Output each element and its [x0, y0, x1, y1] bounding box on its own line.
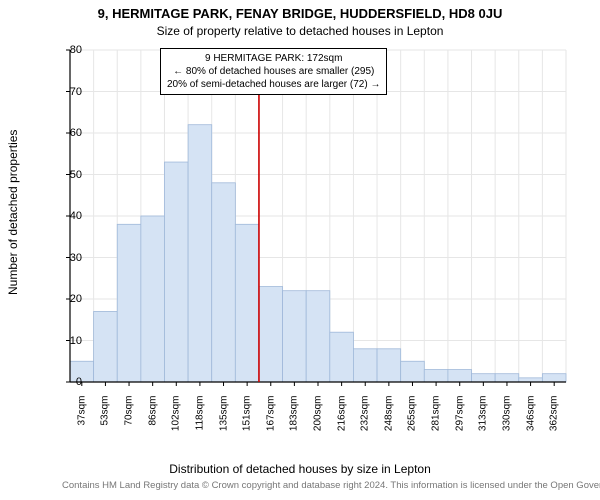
x-tick-label: 346sqm — [525, 396, 536, 436]
x-tick-label: 183sqm — [289, 396, 300, 436]
x-tick-label: 151sqm — [242, 396, 253, 436]
info-line-size: 9 HERMITAGE PARK: 172sqm — [167, 52, 380, 65]
y-tick-label: 70 — [52, 86, 82, 98]
y-tick-label: 60 — [52, 127, 82, 139]
histogram-bar — [235, 224, 259, 382]
x-tick-label: 53sqm — [100, 396, 111, 436]
histogram-plot — [62, 46, 574, 416]
x-tick-label: 70sqm — [124, 396, 135, 436]
y-tick-label: 0 — [52, 376, 82, 388]
histogram-bar — [353, 349, 377, 382]
y-tick-label: 50 — [52, 169, 82, 181]
x-tick-label: 281sqm — [431, 396, 442, 436]
y-tick-label: 80 — [52, 44, 82, 56]
x-tick-label: 232sqm — [360, 396, 371, 436]
histogram-bar — [283, 291, 307, 382]
histogram-bar — [188, 125, 212, 382]
x-tick-label: 362sqm — [549, 396, 560, 436]
histogram-bar — [117, 224, 141, 382]
x-tick-label: 297sqm — [454, 396, 465, 436]
histogram-bar — [424, 370, 448, 382]
x-tick-label: 37sqm — [76, 396, 87, 436]
histogram-bar — [519, 378, 543, 382]
x-tick-label: 102sqm — [171, 396, 182, 436]
y-tick-label: 40 — [52, 210, 82, 222]
histogram-bar — [472, 374, 496, 382]
histogram-bar — [495, 374, 519, 382]
histogram-bar — [212, 183, 236, 382]
histogram-bar — [164, 162, 188, 382]
x-axis-label: Distribution of detached houses by size … — [0, 462, 600, 476]
histogram-bar — [330, 332, 354, 382]
x-tick-label: 330sqm — [501, 396, 512, 436]
x-tick-label: 86sqm — [147, 396, 158, 436]
property-info-box: 9 HERMITAGE PARK: 172sqm← 80% of detache… — [160, 48, 387, 95]
x-tick-label: 248sqm — [383, 396, 394, 436]
histogram-bar — [377, 349, 401, 382]
info-line-smaller: ← 80% of detached houses are smaller (29… — [167, 65, 380, 78]
histogram-bar — [306, 291, 330, 382]
histogram-bar — [259, 287, 283, 382]
x-tick-label: 313sqm — [478, 396, 489, 436]
y-axis-label: Number of detached properties — [6, 129, 20, 294]
y-tick-label: 10 — [52, 335, 82, 347]
x-tick-label: 167sqm — [265, 396, 276, 436]
x-tick-label: 265sqm — [407, 396, 418, 436]
histogram-bar — [401, 361, 425, 382]
histogram-bar — [448, 370, 472, 382]
x-tick-label: 216sqm — [336, 396, 347, 436]
x-tick-label: 200sqm — [313, 396, 324, 436]
x-tick-label: 118sqm — [194, 396, 205, 436]
y-tick-label: 30 — [52, 252, 82, 264]
info-line-larger: 20% of semi-detached houses are larger (… — [167, 78, 380, 91]
y-tick-label: 20 — [52, 293, 82, 305]
footer-attribution: Contains HM Land Registry data © Crown c… — [62, 480, 600, 491]
chart-title-address: 9, HERMITAGE PARK, FENAY BRIDGE, HUDDERS… — [0, 6, 600, 21]
histogram-bar — [141, 216, 165, 382]
histogram-bar — [94, 311, 118, 382]
chart-subtitle: Size of property relative to detached ho… — [0, 24, 600, 38]
x-tick-label: 135sqm — [218, 396, 229, 436]
histogram-bar — [542, 374, 566, 382]
